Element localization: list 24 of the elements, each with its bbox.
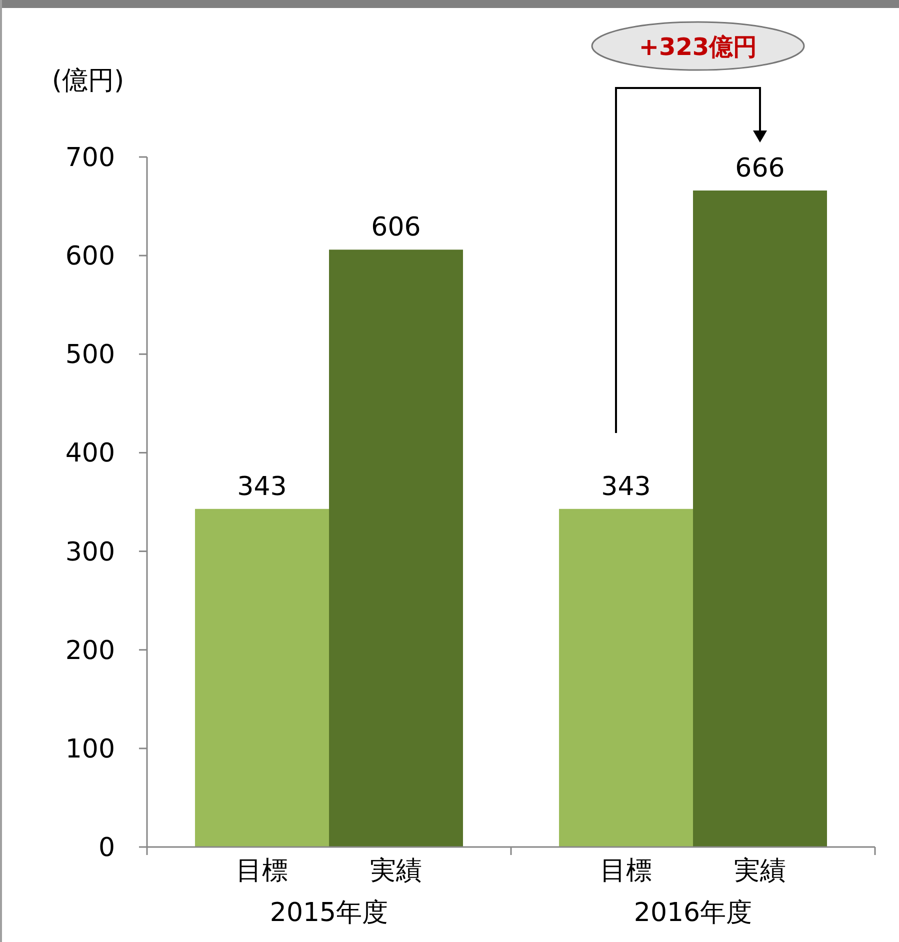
y-tick-label: 700 bbox=[65, 143, 115, 173]
y-tick-label: 200 bbox=[65, 636, 115, 666]
x-tick-label: 2016年度 bbox=[634, 898, 752, 928]
text: +323億円 bbox=[638, 33, 758, 61]
text: 目標 bbox=[600, 856, 652, 886]
y-tick-label: 100 bbox=[65, 734, 115, 764]
bar bbox=[329, 250, 463, 847]
data-label: 606 bbox=[371, 212, 421, 243]
y-tick-label: 600 bbox=[65, 242, 115, 272]
data-label: 343 bbox=[237, 472, 287, 502]
y-tick-label: 300 bbox=[65, 537, 115, 568]
series-label: 実績 bbox=[370, 856, 422, 886]
x-tick-label: 2015年度 bbox=[270, 898, 388, 928]
y-axis-title: (億円) bbox=[52, 66, 124, 96]
bar bbox=[195, 508, 329, 847]
text: 実績 bbox=[734, 856, 786, 886]
y-tick-label: 0 bbox=[98, 833, 115, 863]
y-tick-label: 400 bbox=[65, 438, 115, 469]
bar bbox=[693, 190, 827, 847]
series-label: 目標 bbox=[236, 856, 288, 886]
data-label: 343 bbox=[601, 472, 651, 502]
data-label: 666 bbox=[735, 154, 785, 184]
y-tick-label: 500 bbox=[65, 340, 115, 370]
bar bbox=[559, 508, 693, 847]
